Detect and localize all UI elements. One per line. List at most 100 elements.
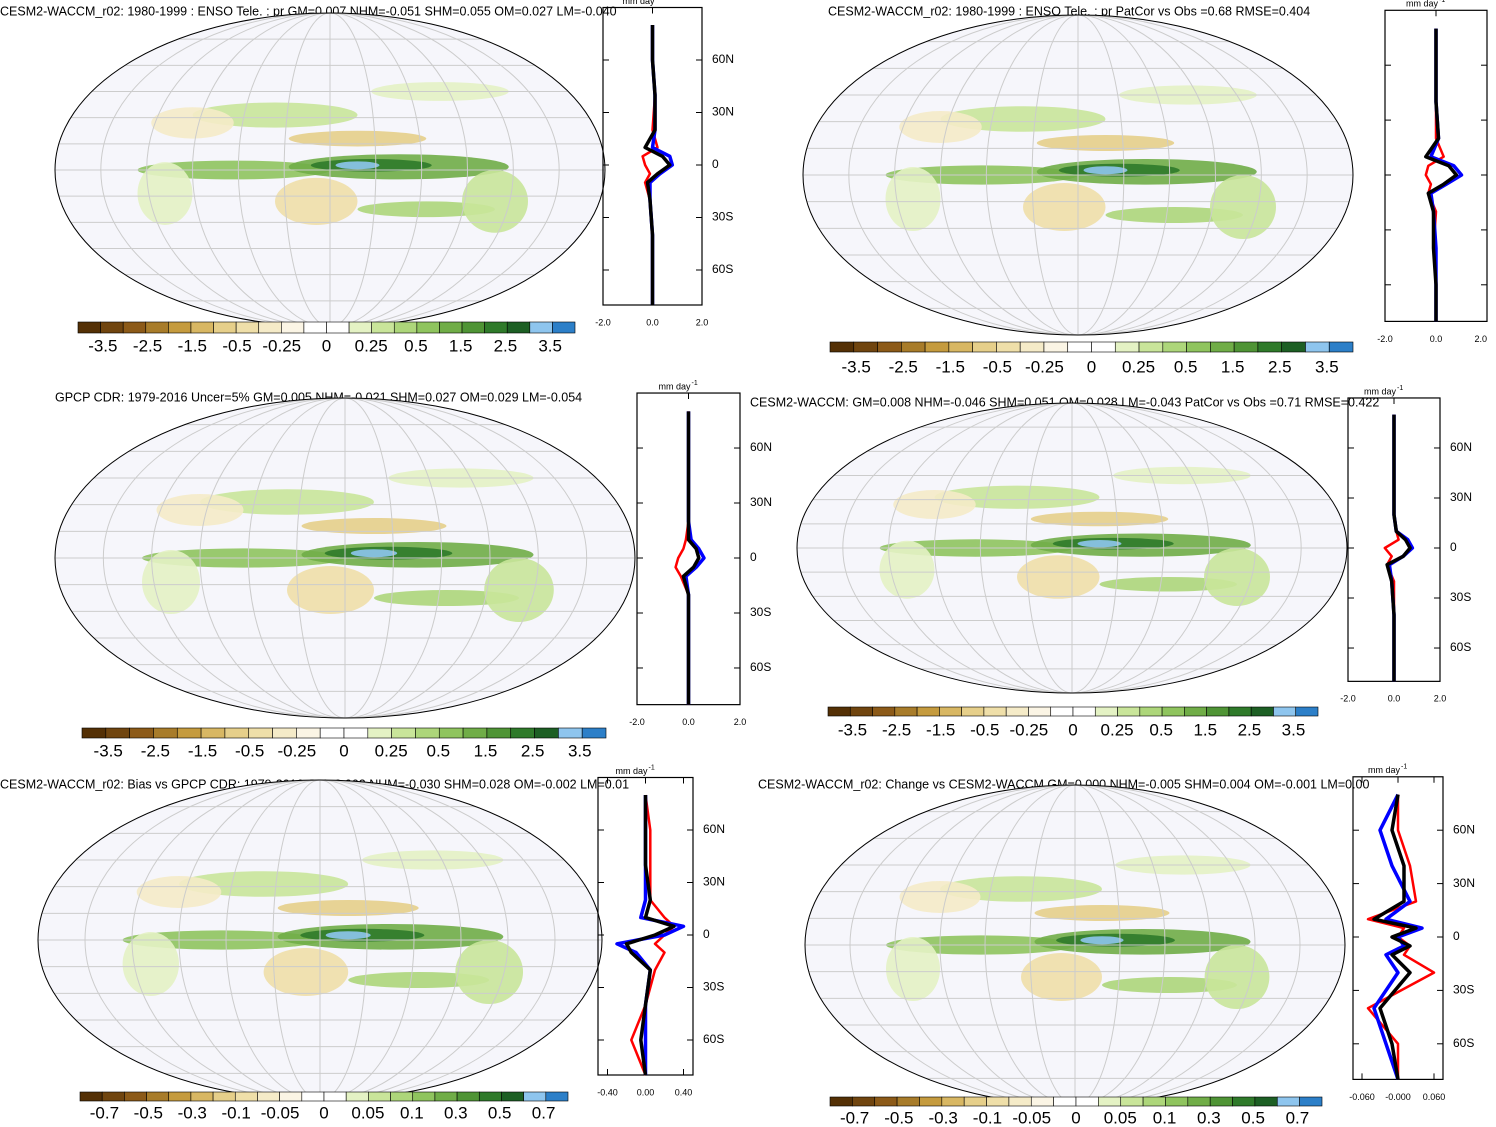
colorbar-label: 0.5	[404, 336, 428, 355]
colorbar-box	[972, 341, 997, 353]
anomaly-region	[899, 881, 981, 913]
x-tick-label: 0.00	[637, 1087, 655, 1097]
colorbar-label: 3.5	[568, 741, 592, 760]
unit-label: mm day	[1364, 386, 1397, 396]
colorbar-box	[200, 727, 226, 739]
colorbar-box	[416, 321, 440, 334]
meridian	[192, 13, 468, 327]
zonal-line	[643, 25, 672, 305]
colorbar-box	[1075, 1096, 1099, 1107]
unit-exponent: -1	[1397, 385, 1403, 392]
anomaly-region	[940, 876, 1102, 902]
x-tick-label: 0.0	[1388, 694, 1401, 704]
colorbar-label: -0.25	[1010, 720, 1049, 739]
colorbar-label: -0.1	[222, 1103, 251, 1122]
meridian	[272, 780, 368, 1100]
colorbar-box	[523, 1091, 547, 1102]
colorbar-label: -0.5	[884, 1108, 913, 1127]
colorbar-box	[853, 341, 878, 353]
colorbar-label: 0	[322, 336, 331, 355]
colorbar-box	[1098, 1096, 1122, 1107]
colorbar-label: 3.5	[1282, 720, 1306, 739]
colorbar-box	[301, 1091, 325, 1102]
unit-label: mm day	[615, 766, 648, 776]
colorbar-box	[79, 1091, 103, 1102]
colorbar-box	[827, 706, 851, 717]
map-content	[55, 13, 605, 327]
meridian	[849, 785, 1301, 1105]
zonal-line	[674, 411, 690, 705]
colorbar-box	[1019, 341, 1045, 353]
colorbar-box	[1276, 1096, 1300, 1107]
anomaly-region	[122, 932, 179, 996]
colorbar-label: -0.7	[90, 1103, 119, 1122]
colorbar-box	[391, 727, 416, 739]
colorbar-box	[272, 727, 297, 739]
panel-title: CESM2-WACCM_r02: 1980-1999 : ENSO Tele. …	[828, 4, 1310, 18]
meridian	[151, 398, 539, 718]
colorbar-box	[901, 341, 926, 353]
colorbar-box	[105, 727, 130, 739]
colorbar-label: -2.5	[882, 720, 911, 739]
colorbar-box	[371, 321, 395, 334]
colorbar-label: 0.3	[1197, 1108, 1221, 1127]
y-tick-label: 0	[703, 927, 710, 941]
colorbar-label: -3.5	[94, 741, 123, 760]
colorbar-label: 0.5	[426, 741, 450, 760]
x-tick-label: -2.0	[595, 317, 611, 327]
colorbar-box	[1050, 706, 1074, 717]
anomaly-region	[934, 485, 1100, 509]
y-tick-label: 0	[1453, 929, 1460, 943]
meridian	[102, 398, 588, 718]
x-tick-label: 0.0	[1430, 334, 1443, 344]
meridian	[247, 398, 443, 718]
colorbar-box	[319, 727, 345, 739]
y-tick-label: 30S	[712, 210, 733, 224]
y-tick-label: 60N	[750, 440, 772, 454]
meridian	[1029, 785, 1121, 1105]
colorbar-box	[326, 321, 350, 334]
zonal-line	[1372, 794, 1418, 1080]
colorbar-box	[146, 1091, 170, 1102]
colorbar-box	[1117, 706, 1141, 717]
anomaly-region	[886, 937, 940, 1001]
colorbar-box	[983, 706, 1007, 717]
colorbar-box	[323, 1091, 347, 1102]
y-tick-label: 30N	[1450, 490, 1472, 504]
colorbar-box	[581, 727, 607, 739]
colorbar-box	[1295, 706, 1319, 717]
colorbar-box	[281, 321, 305, 334]
x-tick-label: -2.0	[1340, 694, 1356, 704]
zonal-line	[624, 795, 676, 1076]
colorbar-box	[852, 1096, 876, 1107]
anomaly-region	[1017, 555, 1100, 599]
colorbar-label: -0.5	[134, 1103, 163, 1122]
anomaly-region	[1023, 183, 1106, 231]
colorbar-box	[1072, 706, 1096, 717]
colorbar-box	[872, 706, 896, 717]
anomaly-region	[1204, 548, 1270, 606]
anomaly-region	[200, 489, 374, 515]
colorbar-label: -0.3	[178, 1103, 207, 1122]
anomaly-region	[462, 170, 528, 233]
colorbar-box	[213, 321, 237, 334]
anomaly-region	[335, 161, 380, 170]
meridian	[199, 398, 491, 718]
colorbar-label: -1.5	[188, 741, 217, 760]
anomaly-region	[1036, 135, 1175, 151]
anomaly-region	[1210, 175, 1276, 239]
colorbar-box	[941, 1096, 965, 1107]
map-border	[796, 402, 1348, 694]
colorbar-box	[434, 1091, 458, 1102]
meridian	[178, 780, 462, 1100]
colorbar-box	[258, 321, 282, 334]
colorbar-box	[896, 1096, 920, 1107]
colorbar-label: 0.7	[532, 1103, 556, 1122]
zonal-line	[1383, 414, 1400, 682]
colorbar-box	[961, 706, 985, 717]
meridian	[979, 403, 1165, 693]
colorbar-box	[558, 727, 583, 739]
colorbar-box	[1210, 341, 1235, 353]
meridian	[848, 15, 1308, 335]
colorbar-box	[129, 727, 154, 739]
